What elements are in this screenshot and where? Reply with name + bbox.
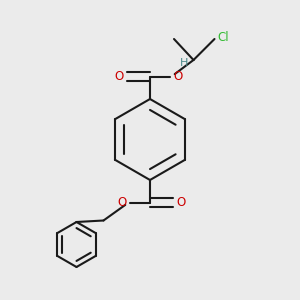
Text: O: O <box>114 70 123 83</box>
Text: H: H <box>180 58 189 68</box>
Text: O: O <box>118 196 127 209</box>
Text: O: O <box>177 196 186 209</box>
Text: Cl: Cl <box>218 31 229 44</box>
Text: O: O <box>173 70 182 83</box>
